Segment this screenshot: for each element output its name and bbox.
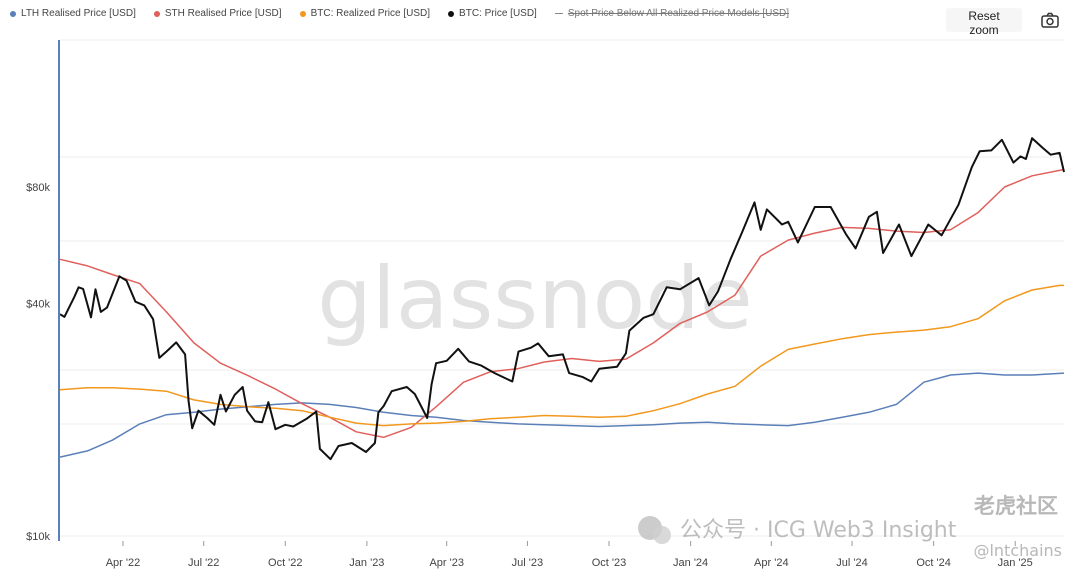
- legend-label: LTH Realised Price [USD]: [21, 8, 136, 19]
- legend-dot-icon: [153, 10, 160, 17]
- legend-item-btc-price[interactable]: BTC: Price [USD]: [448, 8, 537, 19]
- y-tick-label: $80k: [26, 182, 50, 194]
- reset-zoom-button[interactable]: Reset zoom: [946, 8, 1022, 37]
- legend-dot-icon: [299, 10, 306, 17]
- legend-item-lth-realised-price[interactable]: LTH Realised Price [USD]: [10, 8, 136, 19]
- legend-dot-icon: [448, 10, 455, 17]
- series-lth-realised-price[interactable]: [59, 372, 1065, 458]
- x-tick-label: Jul '22: [188, 557, 219, 569]
- x-tick-label: Jan '24: [673, 557, 708, 569]
- legend-item-sth-realised-price[interactable]: STH Realised Price [USD]: [153, 8, 282, 19]
- legend-label: Spot Price Below All Realized Price Mode…: [567, 8, 790, 19]
- chart-legend: LTH Realised Price [USD] STH Realised Pr…: [10, 8, 789, 19]
- handle-watermark: @lntchains: [973, 541, 1062, 560]
- wechat-watermark-text: 公众号 · ICG Web3 Insight: [680, 518, 957, 543]
- x-tick-label: Apr '23: [429, 557, 464, 569]
- x-tick-label: Apr '24: [754, 557, 789, 569]
- legend-label: BTC: Realized Price [USD]: [310, 8, 431, 19]
- y-tick-label: $40k: [26, 298, 50, 310]
- x-tick-label: Oct '22: [268, 557, 303, 569]
- y-axis-ticks: $10k $40k $80k: [26, 182, 50, 543]
- series-btc-price[interactable]: [59, 137, 1065, 461]
- wechat-watermark: 公众号 · ICG Web3 Insight: [638, 516, 957, 544]
- x-tick-label: Jul '23: [512, 557, 543, 569]
- legend-label: STH Realised Price [USD]: [164, 8, 282, 19]
- legend-item-realized-price[interactable]: BTC: Realized Price [USD]: [299, 8, 431, 19]
- x-tick-label: Jan '23: [349, 557, 384, 569]
- legend-item-spot-below-all-models[interactable]: Spot Price Below All Realized Price Mode…: [554, 8, 790, 19]
- x-axis-ticks: Apr '22 Jul '22 Oct '22 Jan '23 Apr '23 Jul '…: [106, 541, 1033, 569]
- x-tick-label: Jul '24: [836, 557, 867, 569]
- y-tick-label: $10k: [26, 531, 50, 543]
- x-tick-label: Oct '24: [916, 557, 951, 569]
- series-lines: [59, 137, 1065, 461]
- camera-icon[interactable]: [1041, 12, 1059, 28]
- site-watermark: 老虎社区: [974, 494, 1058, 518]
- x-tick-label: Oct '23: [592, 557, 627, 569]
- x-tick-label: Apr '22: [106, 557, 141, 569]
- grid-lines: [60, 39, 1064, 537]
- legend-label: BTC: Price [USD]: [459, 8, 537, 19]
- legend-dot-icon: [10, 10, 16, 17]
- glassnode-watermark: glassnode: [317, 249, 752, 349]
- series-sth-realised-price[interactable]: [59, 168, 1065, 439]
- legend-line-icon: [554, 13, 563, 14]
- x-tick-label: Jan '25: [998, 557, 1033, 569]
